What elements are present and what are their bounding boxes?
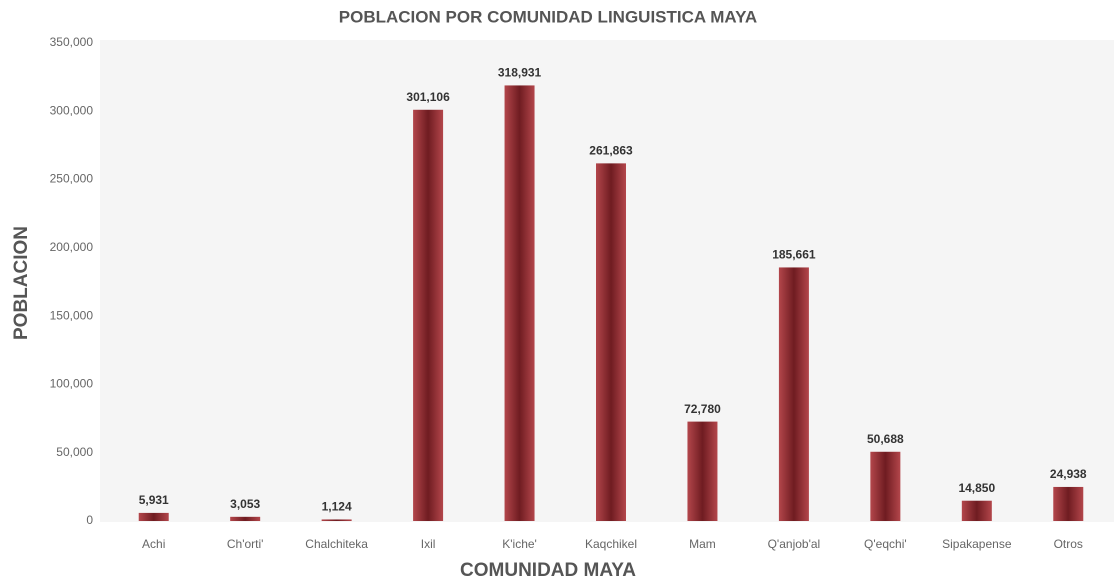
x-tick-label: Achi <box>142 537 165 551</box>
y-tick-label: 300,000 <box>50 103 94 117</box>
value-label: 3,053 <box>230 497 260 511</box>
bar <box>413 109 444 521</box>
y-tick-label: 350,000 <box>50 35 94 49</box>
bar <box>230 516 261 521</box>
y-tick-label: 0 <box>86 513 93 527</box>
x-tick-label: Kaqchikel <box>585 537 637 551</box>
bar <box>687 421 718 521</box>
x-tick-label: Q'anjob'al <box>768 537 821 551</box>
x-tick-label: Q'eqchi' <box>864 537 907 551</box>
y-tick-label: 50,000 <box>56 445 93 459</box>
value-label: 24,938 <box>1050 467 1087 481</box>
value-label: 5,931 <box>139 493 169 507</box>
y-tick-label: 100,000 <box>50 377 94 391</box>
bar <box>596 163 626 521</box>
value-label: 261,863 <box>589 144 633 158</box>
bar <box>1053 486 1084 521</box>
x-tick-label: Mam <box>689 537 716 551</box>
y-tick-label: 150,000 <box>50 308 94 322</box>
x-tick-label: Otros <box>1054 537 1083 551</box>
x-tick-label: Chalchiteka <box>305 537 368 551</box>
bar <box>870 451 901 521</box>
x-axis-label: COMUNIDAD MAYA <box>460 560 636 581</box>
value-label: 72,780 <box>684 402 721 416</box>
x-tick-label: Ixil <box>421 537 436 551</box>
value-label: 50,688 <box>867 432 904 446</box>
x-tick-label: K'iche' <box>502 537 537 551</box>
y-tick-label: 200,000 <box>50 240 94 254</box>
value-label: 301,106 <box>406 90 450 104</box>
value-label: 1,124 <box>322 500 352 514</box>
value-label: 318,931 <box>498 66 542 80</box>
value-label: 14,850 <box>958 481 995 495</box>
bar <box>961 500 992 521</box>
bar <box>778 267 809 521</box>
bar <box>321 519 352 521</box>
bar <box>138 512 169 521</box>
x-tick-label: Ch'orti' <box>227 537 264 551</box>
chart-title: POBLACION POR COMUNIDAD LINGUISTICA MAYA <box>339 7 757 26</box>
y-axis-label: POBLACION <box>11 226 32 340</box>
value-label: 185,661 <box>772 248 816 262</box>
x-tick-label: Sipakapense <box>942 537 1012 551</box>
y-tick-label: 250,000 <box>50 172 94 186</box>
bar <box>504 85 535 522</box>
